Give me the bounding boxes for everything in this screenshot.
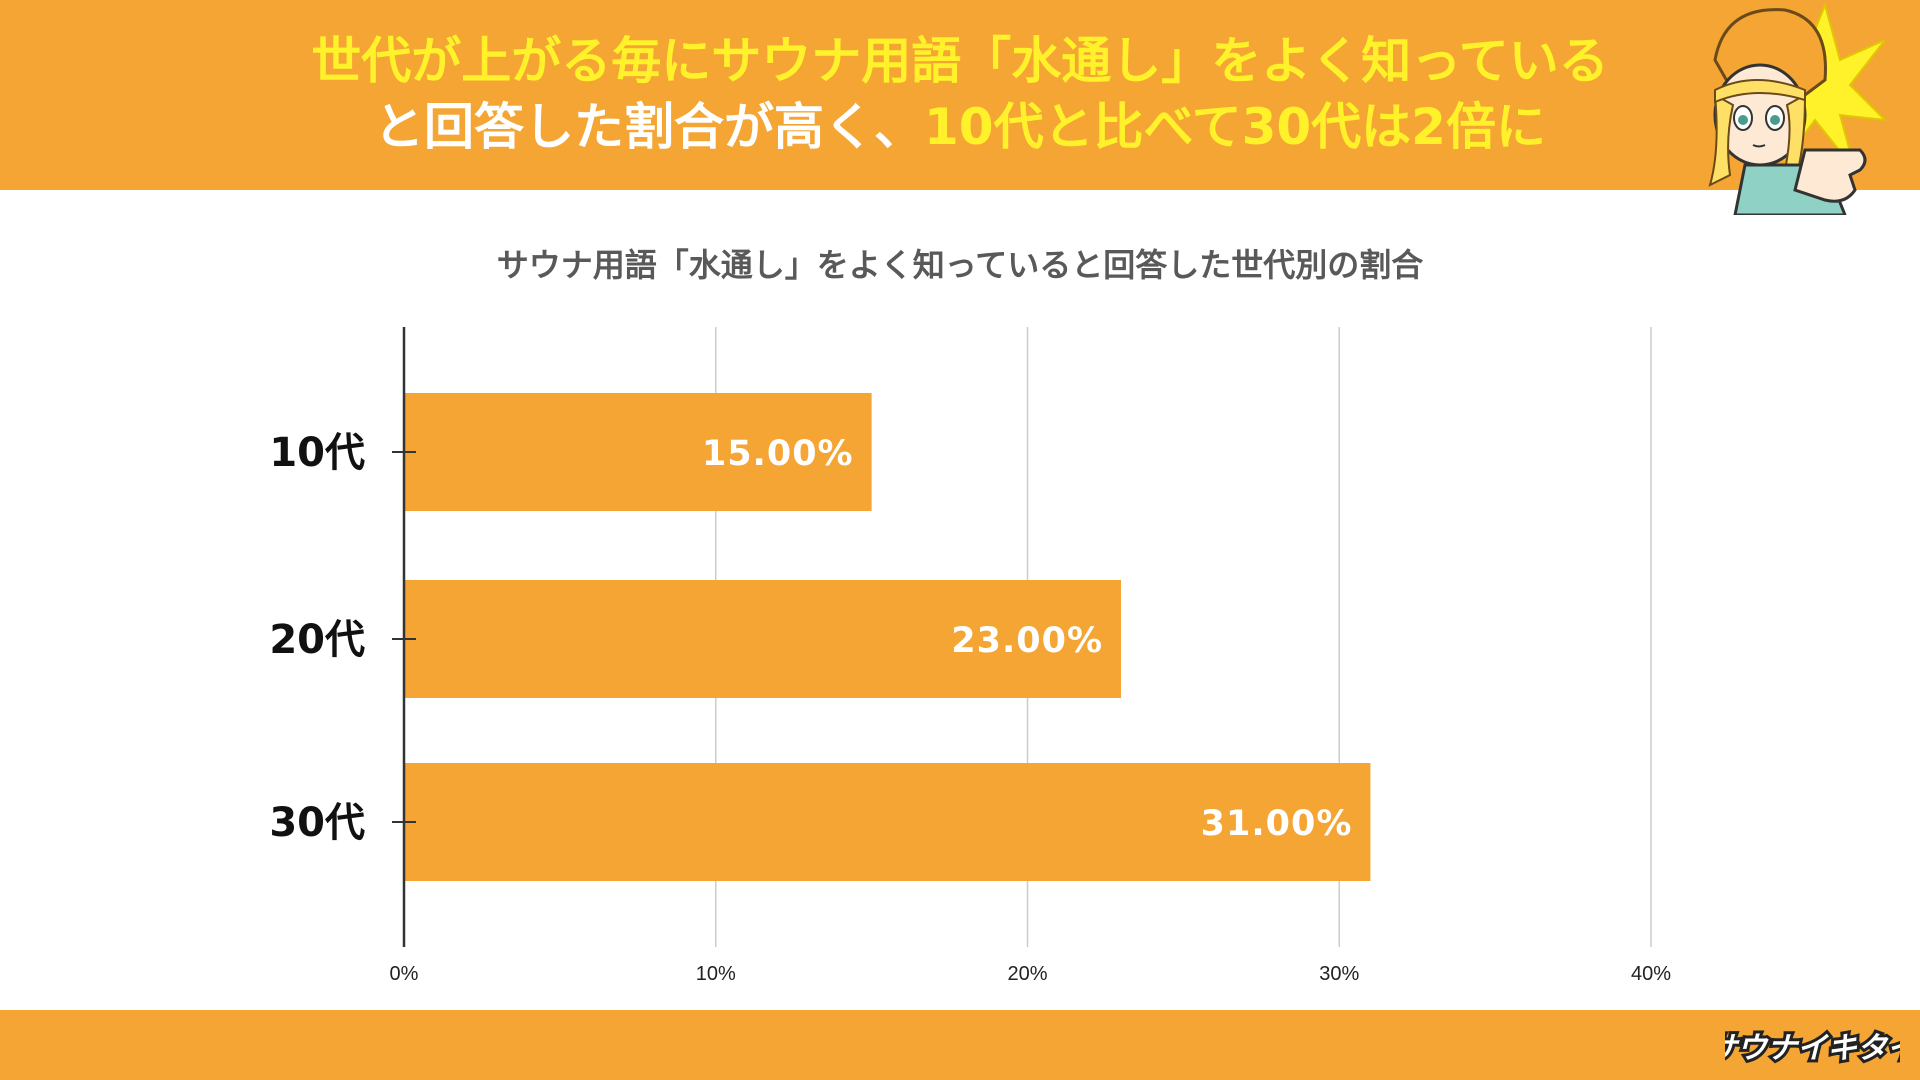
headline-segment: と回答した割合が高く、	[374, 98, 925, 156]
y-tick-label: 20代	[269, 617, 365, 663]
headline-segment: 世代が上がる毎にサウナ用語「水通し」をよく知っている	[311, 32, 1609, 90]
y-tick-label: 30代	[269, 800, 365, 846]
bar	[404, 763, 1371, 881]
headline-segment: 10代と比べて30代は2倍に	[924, 98, 1546, 156]
bar	[404, 580, 1122, 698]
x-tick-label: 40%	[1631, 963, 1671, 985]
mascot-pointing-icon	[1708, 1, 1885, 215]
bar-value-label: 23.00%	[951, 621, 1103, 661]
x-tick-label: 30%	[1319, 963, 1359, 985]
headline: 世代が上がる毎にサウナ用語「水通し」をよく知っている と回答した割合が高く、10…	[0, 28, 1920, 160]
bars: 15.00% 23.00% 31.00%	[404, 393, 1371, 881]
headline-line-2: と回答した割合が高く、10代と比べて30代は2倍に	[0, 94, 1920, 160]
logo-text: サウナイキタイ	[1725, 1031, 1900, 1066]
bar-value-label: 31.00%	[1201, 804, 1353, 844]
logo: サウナイキタイ	[1725, 1028, 1900, 1069]
x-tick-label: 0%	[390, 963, 419, 985]
chart-title: サウナ用語「水通し」をよく知っていると回答した世代別の割合	[496, 246, 1424, 284]
y-tick-label: 10代	[269, 430, 365, 476]
bar-value-label: 15.00%	[702, 434, 854, 474]
axes: 0% 10% 20% 30% 40% 10代 20代 30代	[269, 327, 1671, 985]
bar	[404, 393, 872, 511]
header-banner	[0, 0, 1920, 190]
headline-line-1: 世代が上がる毎にサウナ用語「水通し」をよく知っている	[0, 28, 1920, 94]
bar-chart: 15.00% 23.00% 31.00% 0% 10% 20% 30% 40% 10代 20代 3…	[269, 327, 1671, 985]
footer-banner	[0, 1010, 1920, 1080]
x-tick-label: 20%	[1007, 963, 1047, 985]
x-tick-label: 10%	[696, 963, 736, 985]
